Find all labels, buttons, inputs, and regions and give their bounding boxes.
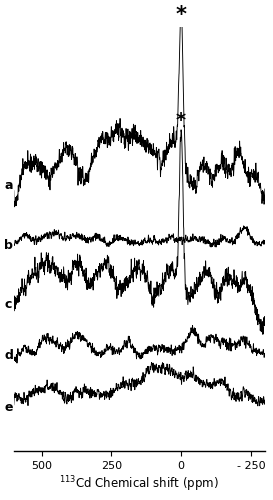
Text: d: d	[4, 350, 13, 362]
Text: e: e	[4, 401, 13, 414]
Text: b: b	[4, 238, 13, 252]
Text: *: *	[176, 112, 186, 130]
Text: a: a	[4, 179, 13, 192]
Text: *: *	[176, 6, 187, 25]
X-axis label: $^{113}$Cd Chemical shift (ppm): $^{113}$Cd Chemical shift (ppm)	[60, 475, 219, 494]
Text: c: c	[4, 298, 11, 311]
